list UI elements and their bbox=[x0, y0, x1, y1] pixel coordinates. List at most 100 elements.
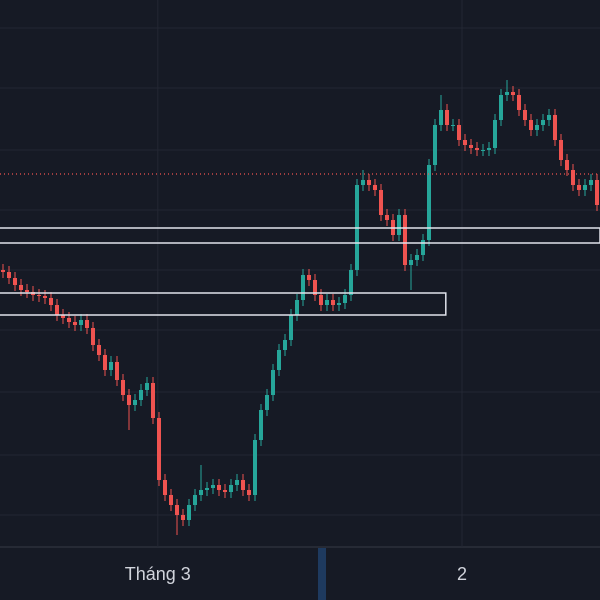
candle-body bbox=[151, 383, 155, 418]
candle-body bbox=[307, 275, 311, 280]
candle-body bbox=[361, 180, 365, 185]
candle-body bbox=[547, 115, 551, 120]
candle-body bbox=[535, 125, 539, 130]
time-axis bbox=[0, 547, 600, 600]
candle-body bbox=[517, 95, 521, 110]
candle-body bbox=[331, 300, 335, 305]
candle-body bbox=[235, 480, 239, 485]
candle-body bbox=[343, 295, 347, 303]
candle-body bbox=[127, 395, 131, 405]
candle-body bbox=[67, 318, 71, 322]
candle-body bbox=[559, 140, 563, 160]
candle-body bbox=[277, 350, 281, 370]
candle-body bbox=[583, 185, 587, 190]
candle-body bbox=[85, 320, 89, 328]
candle-body bbox=[1, 270, 5, 272]
candle-body bbox=[271, 370, 275, 395]
candle-body bbox=[157, 418, 161, 480]
candle-body bbox=[283, 340, 287, 350]
candle-body bbox=[577, 185, 581, 190]
candle-body bbox=[475, 148, 479, 150]
candle-body bbox=[445, 110, 449, 125]
candle-body bbox=[139, 390, 143, 400]
candle-body bbox=[367, 180, 371, 185]
candle-body bbox=[463, 140, 467, 145]
candle-body bbox=[169, 495, 173, 505]
candle-body bbox=[415, 255, 419, 260]
candle-body bbox=[505, 92, 509, 95]
candle-body bbox=[265, 395, 269, 410]
candle-body bbox=[565, 160, 569, 170]
candle-body bbox=[385, 215, 389, 220]
candle-body bbox=[91, 328, 95, 345]
candle-body bbox=[325, 300, 329, 305]
zone-box bbox=[0, 292, 447, 316]
candle-body bbox=[295, 300, 299, 315]
candle-body bbox=[439, 110, 443, 125]
candle-body bbox=[121, 380, 125, 395]
candle-body bbox=[259, 410, 263, 440]
candle-body bbox=[187, 505, 191, 520]
candle-body bbox=[73, 322, 77, 325]
candle-body bbox=[13, 278, 17, 285]
candle-body bbox=[145, 383, 149, 390]
candle-body bbox=[97, 345, 101, 355]
candle-body bbox=[529, 120, 533, 130]
candle-body bbox=[115, 362, 119, 380]
candle-body bbox=[541, 120, 545, 125]
candle-body bbox=[433, 125, 437, 165]
candle-body bbox=[397, 215, 401, 235]
candle-body bbox=[229, 485, 233, 492]
candle-body bbox=[319, 295, 323, 305]
candle-body bbox=[175, 505, 179, 515]
candle-body bbox=[469, 145, 473, 148]
candle-body bbox=[337, 303, 341, 305]
candle-body bbox=[451, 125, 455, 126]
candle-body bbox=[481, 150, 485, 151]
candle-body bbox=[217, 485, 221, 490]
candle-body bbox=[379, 190, 383, 215]
candle-body bbox=[289, 315, 293, 340]
candle-body bbox=[523, 110, 527, 120]
candle-body bbox=[349, 270, 353, 295]
candle-body bbox=[499, 95, 503, 120]
candle-body bbox=[55, 305, 59, 315]
candle-body bbox=[313, 280, 317, 295]
zone-box bbox=[0, 227, 600, 244]
candle-body bbox=[49, 298, 53, 305]
candle-body bbox=[409, 260, 413, 265]
candle-body bbox=[421, 240, 425, 255]
candle-body bbox=[253, 440, 257, 495]
candle-body bbox=[37, 295, 41, 296]
candle-body bbox=[427, 165, 431, 240]
candle-body bbox=[19, 285, 23, 290]
candle-body bbox=[373, 185, 377, 190]
crosshair-marker bbox=[318, 548, 326, 600]
candle-body bbox=[205, 488, 209, 490]
candle-body bbox=[571, 170, 575, 185]
candle-body bbox=[199, 490, 203, 495]
candle-body bbox=[553, 115, 557, 140]
candle-body bbox=[7, 272, 11, 278]
candle-body bbox=[487, 148, 491, 150]
candle-body bbox=[43, 296, 47, 298]
candle-body bbox=[79, 320, 83, 325]
candle-body bbox=[595, 180, 599, 205]
candle-body bbox=[61, 315, 65, 318]
candle-body bbox=[589, 180, 593, 185]
candle-body bbox=[109, 362, 113, 370]
candle-body bbox=[301, 275, 305, 300]
candle-body bbox=[211, 485, 215, 488]
candle-body bbox=[241, 480, 245, 490]
candle-body bbox=[493, 120, 497, 148]
candle-body bbox=[223, 490, 227, 492]
candle-body bbox=[511, 92, 515, 95]
x-tick-label: Tháng 3 bbox=[125, 564, 191, 584]
candle-body bbox=[133, 400, 137, 405]
candle-body bbox=[193, 495, 197, 505]
candle-body bbox=[163, 480, 167, 495]
x-tick-label: 2 bbox=[457, 564, 467, 584]
candle-body bbox=[25, 290, 29, 292]
